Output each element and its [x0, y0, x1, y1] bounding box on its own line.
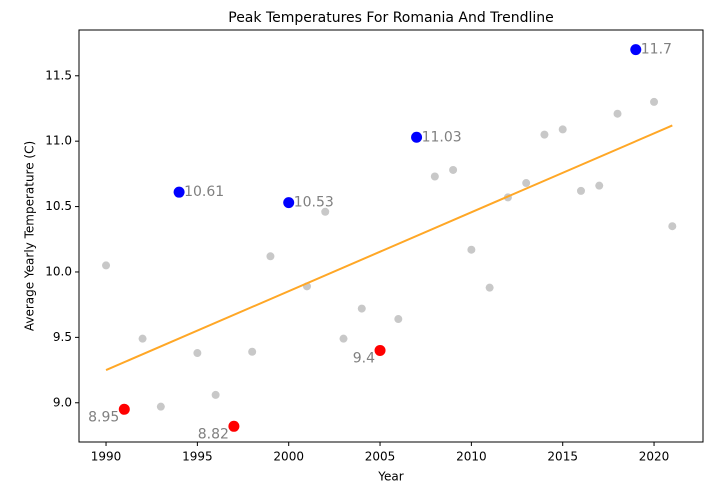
y-tick-label: 11.5 — [45, 68, 72, 82]
point — [248, 347, 257, 356]
point — [321, 207, 330, 216]
point — [576, 186, 585, 195]
point — [173, 186, 185, 198]
point — [374, 344, 386, 356]
x-axis-label: Year — [377, 470, 403, 484]
x-tick-label: 1990 — [91, 450, 122, 464]
point — [193, 349, 202, 358]
point — [283, 197, 295, 209]
data-label: 11.03 — [422, 129, 462, 145]
point — [449, 165, 458, 174]
data-label: 10.61 — [184, 184, 224, 200]
y-tick-label: 11.0 — [45, 134, 72, 148]
x-tick-label: 2010 — [456, 450, 487, 464]
point — [138, 334, 147, 343]
point — [102, 261, 111, 270]
y-tick-label: 10.5 — [45, 199, 72, 213]
x-tick-label: 2020 — [639, 450, 670, 464]
point — [266, 252, 275, 261]
point — [650, 97, 659, 106]
x-tick-label: 2015 — [547, 450, 578, 464]
data-label: 9.4 — [353, 350, 375, 366]
point — [228, 420, 240, 432]
point — [485, 283, 494, 292]
y-tick-label: 9.0 — [53, 395, 72, 409]
point — [357, 304, 366, 313]
y-tick-label: 9.5 — [53, 330, 72, 344]
plot-frame — [78, 29, 704, 443]
point — [467, 245, 476, 254]
chart-title: Peak Temperatures For Romania And Trendl… — [228, 10, 554, 26]
point — [394, 315, 403, 324]
y-axis-label: Average Yearly Temperature (C) — [23, 141, 37, 331]
point — [630, 44, 642, 56]
x-tick-label: 2005 — [365, 450, 396, 464]
point — [522, 179, 531, 188]
point — [411, 131, 423, 143]
point — [211, 390, 220, 399]
point — [613, 109, 622, 118]
point — [430, 172, 439, 181]
data-label: 8.95 — [88, 409, 119, 425]
point — [339, 334, 348, 343]
trendline — [105, 124, 673, 371]
point — [540, 130, 549, 139]
point — [118, 403, 130, 415]
point — [156, 402, 165, 411]
point — [668, 222, 677, 231]
point — [595, 181, 604, 190]
point — [558, 125, 567, 134]
data-label: 11.7 — [641, 42, 672, 58]
y-tick-label: 10.0 — [45, 264, 72, 278]
x-tick-label: 2000 — [273, 450, 304, 464]
x-tick-label: 1995 — [182, 450, 213, 464]
data-label: 10.53 — [294, 195, 334, 211]
data-label: 8.82 — [198, 426, 229, 442]
